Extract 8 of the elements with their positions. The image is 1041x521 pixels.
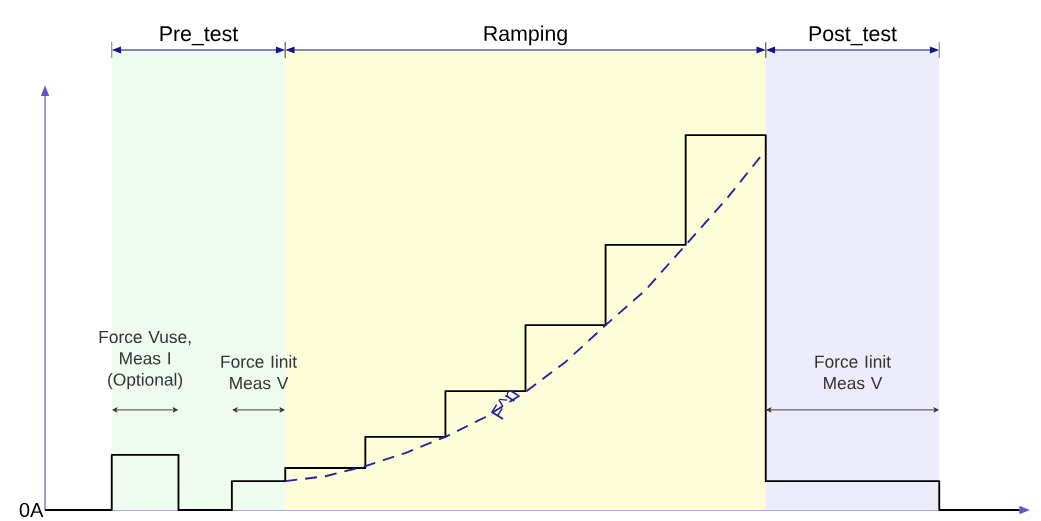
text: Post_test [809, 26, 897, 46]
text: Pre_test [160, 26, 239, 46]
text: Ramping [484, 25, 567, 46]
text: 0A [19, 502, 44, 518]
text: F^n [490, 389, 519, 420]
annotation: Force Iinit Meas V [221, 355, 297, 390]
annotation: Force Iinit Meas V [815, 355, 891, 390]
annotation: Force Vuse, Meas I (Optional) [99, 331, 191, 390]
